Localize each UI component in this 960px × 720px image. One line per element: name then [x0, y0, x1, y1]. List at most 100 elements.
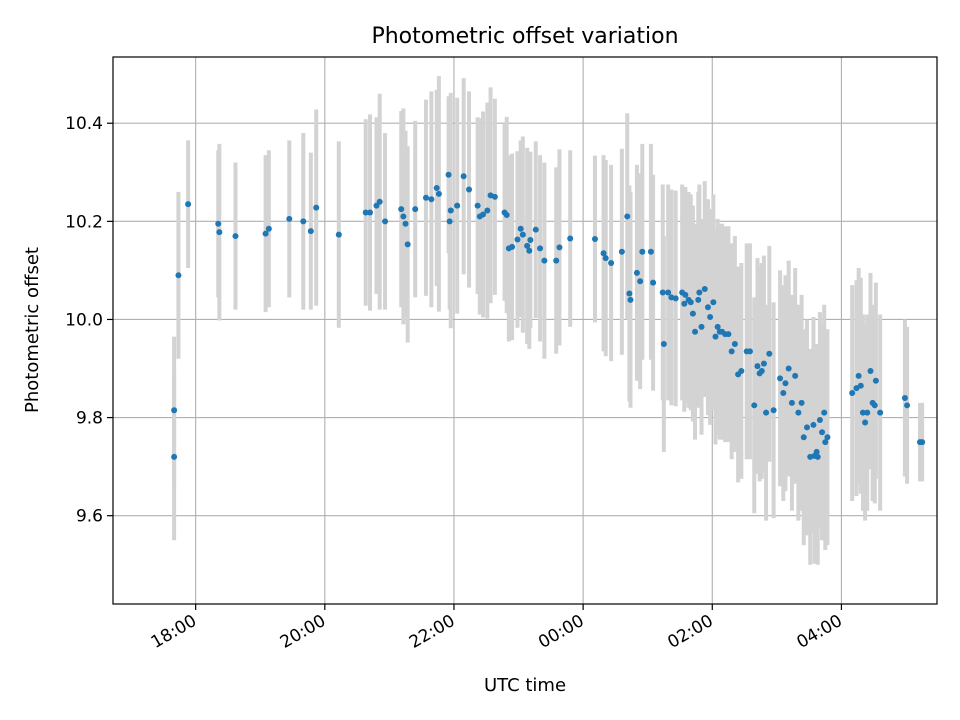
data-point: [782, 380, 789, 387]
data-point: [904, 402, 911, 409]
data-point: [335, 231, 342, 238]
data-points: [171, 171, 926, 460]
data-point: [382, 218, 389, 225]
data-point: [692, 328, 699, 335]
data-point: [422, 194, 429, 201]
data-point: [503, 211, 510, 218]
data-point: [446, 218, 453, 225]
data-point: [859, 409, 866, 416]
data-point: [412, 206, 419, 213]
data-point: [763, 409, 770, 416]
data-point: [849, 390, 856, 397]
data-point: [428, 196, 435, 203]
data-point: [171, 453, 178, 460]
data-point: [803, 424, 810, 431]
data-point: [698, 323, 705, 330]
data-point: [362, 209, 369, 216]
x-axis-label: UTC time: [484, 675, 566, 696]
data-point: [814, 453, 821, 460]
data-point: [541, 257, 548, 264]
data-point: [637, 278, 644, 285]
data-point: [862, 419, 869, 426]
data-point: [770, 407, 777, 414]
y-tick-label: 10.2: [65, 212, 103, 232]
data-point: [785, 365, 792, 372]
data-point: [813, 448, 820, 455]
data-point: [602, 255, 609, 262]
data-point: [435, 190, 442, 197]
data-point: [746, 348, 753, 355]
data-point: [751, 402, 758, 409]
data-point: [265, 225, 272, 232]
data-point: [626, 290, 633, 297]
data-point: [754, 363, 761, 370]
data-point: [404, 241, 411, 248]
data-point: [701, 286, 708, 293]
data-point: [647, 248, 654, 255]
data-point: [398, 206, 405, 213]
data-point: [816, 417, 823, 424]
data-point: [872, 377, 879, 384]
data-point: [600, 250, 607, 257]
data-point: [484, 207, 491, 214]
data-point: [618, 248, 625, 255]
data-point: [300, 218, 307, 225]
data-point: [175, 272, 182, 279]
data-point: [695, 296, 702, 303]
data-point: [800, 434, 807, 441]
data-point: [491, 193, 498, 200]
data-point: [821, 409, 828, 416]
data-point: [608, 260, 615, 267]
data-point: [262, 230, 269, 237]
data-point: [659, 289, 666, 296]
data-point: [216, 229, 223, 236]
data-point: [567, 235, 574, 242]
data-point: [286, 215, 293, 222]
y-tick-label: 9.6: [76, 507, 103, 527]
data-point: [864, 409, 871, 416]
data-point: [792, 372, 799, 379]
data-point: [232, 233, 239, 240]
data-point: [650, 279, 657, 286]
data-point: [681, 300, 688, 307]
data-point: [633, 269, 640, 276]
data-point: [877, 409, 884, 416]
data-point: [725, 331, 732, 338]
data-point: [660, 340, 667, 347]
data-point: [400, 213, 407, 220]
data-point: [402, 220, 409, 227]
data-point: [185, 201, 192, 208]
data-point: [855, 372, 862, 379]
data-point: [171, 407, 178, 414]
data-point: [514, 236, 521, 243]
data-point: [780, 390, 787, 397]
data-point: [527, 236, 534, 243]
data-point: [517, 225, 524, 232]
data-point: [824, 434, 831, 441]
data-point: [788, 399, 795, 406]
data-point: [627, 296, 634, 303]
data-point: [707, 314, 714, 321]
data-point: [696, 289, 703, 296]
data-point: [466, 186, 473, 193]
data-point: [689, 310, 696, 317]
data-point: [519, 231, 526, 238]
data-point: [822, 439, 829, 446]
data-point: [704, 304, 711, 311]
data-point: [867, 367, 874, 374]
data-point: [639, 248, 646, 255]
data-point: [215, 220, 222, 227]
data-point: [445, 171, 452, 178]
data-point: [447, 207, 454, 214]
data-point: [460, 173, 467, 180]
data-point: [687, 299, 694, 306]
y-tick-label: 10.4: [65, 114, 103, 134]
data-point: [433, 184, 440, 191]
data-point: [480, 211, 487, 218]
data-point: [454, 202, 461, 209]
data-point: [474, 202, 481, 209]
data-point: [376, 198, 383, 205]
data-point: [556, 244, 563, 251]
data-point: [760, 360, 767, 367]
